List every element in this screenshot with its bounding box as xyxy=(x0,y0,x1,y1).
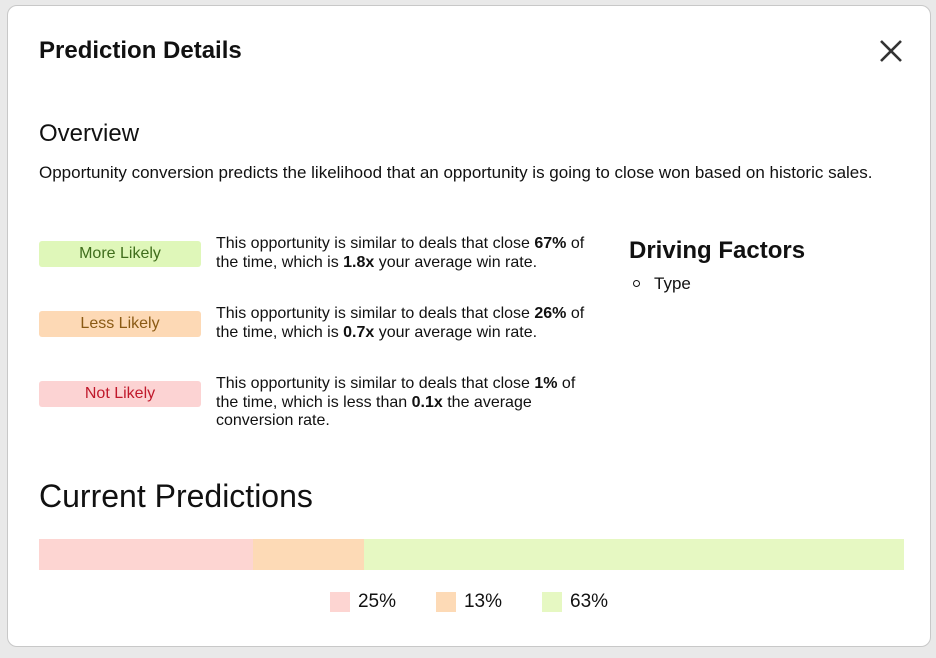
text: This opportunity is similar to deals tha… xyxy=(216,235,535,252)
bar-segment xyxy=(253,539,365,570)
likelihood-badge: Less Likely xyxy=(39,311,201,337)
emphasis: 0.7x xyxy=(343,323,375,341)
legend-swatch xyxy=(435,592,456,612)
text: This opportunity is similar to deals tha… xyxy=(216,305,535,322)
text: the average conversion rate. xyxy=(216,393,532,430)
bar-segment xyxy=(39,539,254,570)
text: of the time, which is xyxy=(216,305,585,341)
likelihood-badge: More Likely xyxy=(39,241,201,267)
text: your average win rate. xyxy=(374,253,538,271)
likelihood-description: This opportunity is similar to deals tha… xyxy=(216,305,601,342)
overview-text: Opportunity conversion predicts the like… xyxy=(39,163,873,182)
driving-factors-heading: Driving Factors xyxy=(629,237,806,264)
legend-item: 63% xyxy=(542,591,608,613)
emphasis: 26% xyxy=(534,305,567,322)
overview-heading: Overview xyxy=(39,120,140,147)
legend-swatch xyxy=(329,592,350,612)
driving-factors-list: Type xyxy=(629,274,691,294)
legend-item: 25% xyxy=(329,591,396,613)
legend-item: 13% xyxy=(435,591,503,613)
driving-factor: Type xyxy=(629,274,691,294)
legend-label: 25% xyxy=(357,591,396,612)
emphasis: 67% xyxy=(534,235,567,252)
text: your average win rate. xyxy=(374,323,538,341)
text: of the time, which is less than xyxy=(216,375,576,411)
prediction-bar xyxy=(39,539,904,570)
dialog-title: Prediction Details xyxy=(39,37,242,64)
legend-label: 13% xyxy=(463,591,503,612)
likelihood-badge: Not Likely xyxy=(39,381,201,407)
emphasis: 1% xyxy=(534,375,558,392)
emphasis: 1.8x xyxy=(343,253,375,271)
dialog: Prediction Details Overview Opportunity … xyxy=(7,5,931,647)
text: of the time, which is xyxy=(216,235,585,271)
legend: 25% 13% 63% xyxy=(8,591,930,613)
likelihood-description: This opportunity is similar to deals tha… xyxy=(216,235,601,272)
legend-swatch xyxy=(542,592,563,612)
emphasis: 0.1x xyxy=(411,393,443,411)
text: This opportunity is similar to deals tha… xyxy=(216,375,535,392)
likelihood-description: This opportunity is similar to deals tha… xyxy=(216,375,601,431)
current-predictions-heading: Current Predictions xyxy=(39,478,313,514)
bar-segment xyxy=(364,539,904,570)
close-button[interactable] xyxy=(876,36,906,66)
legend-label: 63% xyxy=(570,591,609,612)
